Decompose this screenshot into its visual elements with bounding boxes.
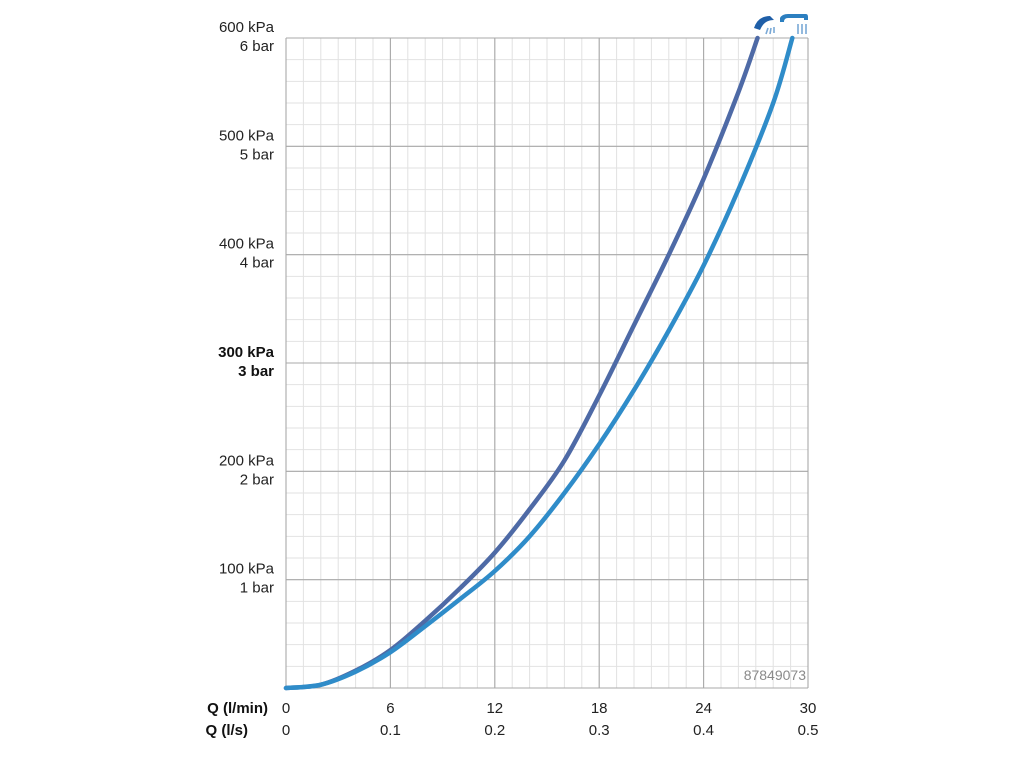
overhead-shower-rain-icon bbox=[780, 14, 808, 34]
x-tick-label-lmin: 12 bbox=[486, 700, 503, 717]
y-tick-label-kpa: 200 kPa bbox=[219, 452, 275, 469]
x-tick-label-lmin: 18 bbox=[591, 700, 608, 717]
image-id-watermark: 87849073 bbox=[744, 667, 807, 683]
x-tick-label-ls: 0.2 bbox=[484, 722, 505, 739]
x-axis-label-primary: Q (l/min) bbox=[207, 700, 268, 717]
y-tick-label-kpa: 100 kPa bbox=[219, 561, 275, 578]
x-tick-label-ls: 0 bbox=[282, 722, 290, 739]
y-tick-label-bar: 6 bar bbox=[240, 38, 274, 55]
y-tick-label-bar: 3 bar bbox=[238, 363, 274, 380]
y-tick-label-bar: 1 bar bbox=[240, 580, 274, 597]
x-tick-label-lmin: 30 bbox=[800, 700, 817, 717]
x-tick-label-ls: 0.1 bbox=[380, 722, 401, 739]
y-tick-label-bar: 2 bar bbox=[240, 471, 274, 488]
series-line-2 bbox=[283, 35, 795, 691]
y-tick-label-kpa: 300 kPa bbox=[218, 344, 275, 361]
x-tick-label-ls: 0.3 bbox=[589, 722, 610, 739]
x-tick-label-lmin: 6 bbox=[386, 700, 394, 717]
x-tick-label-ls: 0.4 bbox=[693, 722, 714, 739]
y-tick-label-bar: 4 bar bbox=[240, 255, 274, 272]
y-tick-label-kpa: 500 kPa bbox=[219, 127, 275, 144]
major-grid bbox=[285, 37, 809, 689]
y-tick-label-kpa: 600 kPa bbox=[219, 19, 275, 36]
x-tick-label-lmin: 24 bbox=[695, 700, 712, 717]
y-tick-label-kpa: 400 kPa bbox=[219, 236, 275, 253]
x-tick-label-lmin: 0 bbox=[282, 700, 290, 717]
y-axis-ticks: 100 kPa 1 bar 200 kPa 2 bar 300 kPa 3 bar 400 … bbox=[218, 19, 275, 597]
hand-shower-spray-icon bbox=[754, 16, 775, 35]
x-axis-ticks: 0 0 6 0.1 12 0.2 18 0.3 24 0.4 30 0.5 bbox=[282, 700, 819, 739]
x-tick-label-ls: 0.5 bbox=[798, 722, 819, 739]
x-axis-label-secondary: Q (l/s) bbox=[205, 722, 248, 739]
y-tick-label-bar: 5 bar bbox=[240, 146, 274, 163]
series-lines bbox=[283, 35, 795, 691]
